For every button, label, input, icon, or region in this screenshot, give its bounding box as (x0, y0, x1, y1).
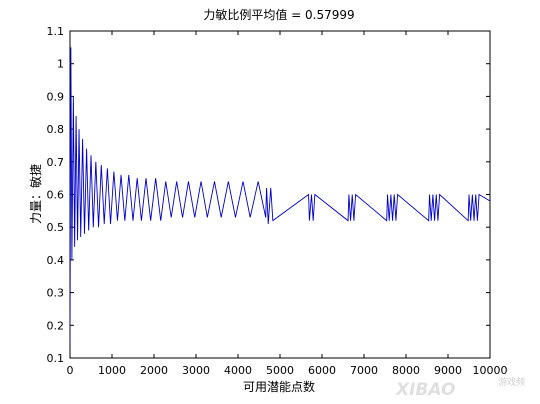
watermark-logo: XIBAO (395, 380, 455, 400)
plot-frame (69, 30, 491, 359)
x-tick-label: 9000 (434, 364, 462, 377)
y-tick-label: 0.1 (47, 352, 65, 365)
x-tick-label: 2000 (140, 364, 168, 377)
y-tick-label: 0.2 (47, 319, 65, 332)
watermark-caption: 游戏频 (498, 376, 525, 388)
x-tick-label: 8000 (392, 364, 420, 377)
x-tick-label: 7000 (350, 364, 378, 377)
y-tick-label: 1.1 (47, 25, 65, 38)
y-tick-label: 0.9 (47, 90, 65, 103)
x-tick-label: 4000 (224, 364, 252, 377)
x-axis-label: 可用潜能点数 (243, 379, 315, 394)
x-tick-label: 1000 (98, 364, 126, 377)
y-tick-label: 0.4 (47, 254, 65, 267)
y-tick-label: 0.8 (47, 123, 65, 136)
x-tick-label: 5000 (266, 364, 294, 377)
chart-title: 力敏比例平均值 = 0.57999 (203, 7, 354, 22)
x-axis-ticks: 0 1000 2000 3000 4000 5000 6000 7000 8000 9000 100… (67, 31, 508, 377)
y-tick-label: 0.5 (47, 221, 65, 234)
y-axis-label: 力量：敏捷 (28, 164, 43, 224)
series-line (70, 47, 490, 345)
x-tick-label: 6000 (308, 364, 336, 377)
x-tick-label: 0 (67, 364, 74, 377)
y-tick-label: 0.6 (47, 189, 65, 202)
y-tick-label: 0.7 (47, 156, 65, 169)
x-tick-label: 10000 (473, 364, 508, 377)
y-tick-label: 1 (57, 58, 64, 71)
x-tick-label: 3000 (182, 364, 210, 377)
y-axis-ticks: 0.1 0.2 0.3 0.4 0.5 0.6 0.7 0.8 0.9 1 1.1 (47, 25, 490, 365)
y-tick-label: 0.3 (47, 287, 65, 300)
